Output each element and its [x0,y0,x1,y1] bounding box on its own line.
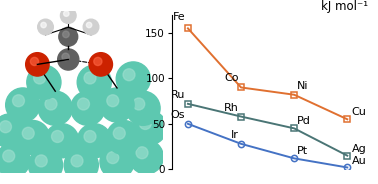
Circle shape [71,155,83,167]
Circle shape [30,57,39,66]
Text: Au: Au [352,156,366,166]
Circle shape [83,19,99,35]
Circle shape [58,49,79,70]
Circle shape [51,130,64,142]
Circle shape [107,152,119,164]
Circle shape [45,98,57,110]
Circle shape [94,57,102,66]
Circle shape [84,130,96,142]
Circle shape [77,98,90,110]
Text: Ag: Ag [352,144,366,154]
Circle shape [3,150,15,162]
Circle shape [45,124,79,158]
Text: Ir: Ir [231,130,239,140]
Circle shape [77,65,112,99]
Circle shape [107,95,119,107]
Circle shape [113,127,125,139]
Text: Os: Os [171,110,185,120]
Circle shape [139,118,151,130]
Circle shape [86,22,92,28]
Circle shape [22,127,34,139]
Circle shape [63,31,69,38]
Circle shape [0,121,11,133]
Circle shape [0,143,30,177]
Circle shape [35,155,47,167]
Circle shape [62,53,69,61]
Circle shape [59,27,78,46]
Circle shape [133,98,145,110]
Circle shape [38,19,53,35]
Circle shape [0,114,27,148]
Text: Ru: Ru [171,90,185,100]
Circle shape [64,148,98,182]
Circle shape [136,147,148,159]
Circle shape [28,148,63,182]
Text: Rh: Rh [223,103,239,113]
Text: Fe: Fe [173,12,185,22]
Circle shape [64,11,69,16]
Circle shape [71,91,105,125]
Circle shape [77,124,112,158]
Circle shape [89,53,113,76]
Text: Pt: Pt [297,146,308,156]
Circle shape [107,121,141,155]
Circle shape [12,95,25,107]
Circle shape [100,145,134,179]
Text: Co: Co [224,73,239,83]
Text: Activation energy,
kJ mol⁻¹: Activation energy, kJ mol⁻¹ [260,0,369,13]
Circle shape [84,72,96,84]
Text: Pd: Pd [297,116,311,126]
Text: Ni: Ni [297,81,308,91]
Circle shape [129,140,163,174]
Text: Cu: Cu [352,107,366,116]
Circle shape [26,53,49,76]
Circle shape [123,69,135,81]
Circle shape [126,91,160,125]
Circle shape [100,88,134,122]
Circle shape [116,62,150,96]
Circle shape [38,91,72,125]
Circle shape [15,121,50,155]
Circle shape [27,65,61,99]
Circle shape [6,88,40,122]
Circle shape [60,8,76,23]
Circle shape [132,111,167,145]
Circle shape [41,22,46,28]
Circle shape [34,72,46,84]
